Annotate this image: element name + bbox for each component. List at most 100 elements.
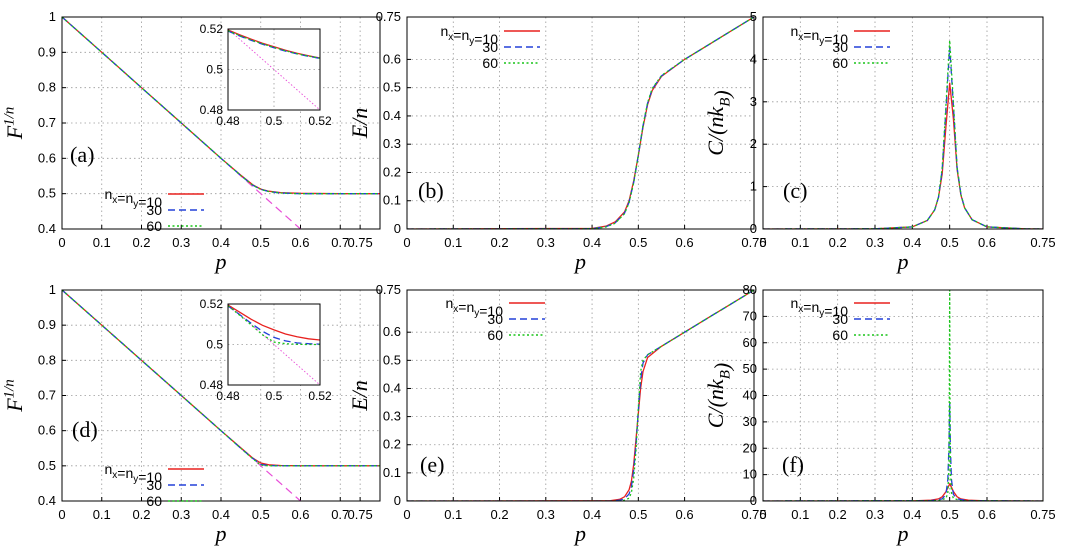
x-tick-label: 0.1 bbox=[93, 235, 111, 250]
inset-y-tick-label: 0.52 bbox=[200, 297, 224, 311]
y-tick-label: 0.3 bbox=[383, 136, 401, 151]
y-tick-label: 0.4 bbox=[383, 380, 401, 395]
legend-label: 30 bbox=[146, 477, 162, 493]
y-tick-label: 0.1 bbox=[383, 193, 401, 208]
y-axis-label: C/(nkB) bbox=[703, 90, 735, 155]
x-tick-label: 0.1 bbox=[93, 507, 111, 522]
x-axis-label: p bbox=[573, 249, 586, 274]
y-tick-label: 0.8 bbox=[38, 352, 56, 367]
y-tick-label: 1 bbox=[750, 179, 757, 194]
x-tick-label: 0.6 bbox=[978, 507, 996, 522]
legend-label: 60 bbox=[482, 55, 498, 71]
x-tick-label: 0 bbox=[58, 235, 65, 250]
x-tick-label: 0.5 bbox=[252, 507, 270, 522]
inset-series-line-1 bbox=[228, 30, 320, 60]
legend-label: 30 bbox=[832, 39, 848, 55]
x-tick-label: 0.6 bbox=[978, 235, 996, 250]
x-tick-label: 0.5 bbox=[629, 235, 647, 250]
x-tick-label: 0.1 bbox=[444, 507, 462, 522]
x-axis-label: p bbox=[573, 521, 586, 546]
y-tick-label: 0.5 bbox=[383, 80, 401, 95]
x-tick-label: 0.4 bbox=[212, 235, 230, 250]
x-tick-label: 0.2 bbox=[132, 507, 150, 522]
panel-a: 0 0.1 0.2 0.3 0.4 0.5 0.6 0.70.750.40.50.60.70.… bbox=[2, 9, 381, 274]
x-tick-label: 0.75 bbox=[741, 235, 766, 250]
x-tick-label: 0.3 bbox=[866, 235, 884, 250]
y-tick-label: 0.5 bbox=[38, 458, 56, 473]
x-tick-label: 0.3 bbox=[866, 507, 884, 522]
inset-x-tick-label: 0.48 bbox=[216, 389, 240, 403]
inset-y-tick-label: 0.52 bbox=[200, 22, 224, 36]
panel-label-c: (c) bbox=[783, 178, 807, 203]
x-tick-label: 0.2 bbox=[490, 507, 508, 522]
inset-y-tick-label: 0.5 bbox=[206, 338, 223, 352]
x-tick-label: 0.6 bbox=[291, 235, 309, 250]
y-tick-label: 4 bbox=[750, 51, 757, 66]
y-tick-label: 0.2 bbox=[383, 164, 401, 179]
y-tick-label: 5 bbox=[750, 9, 757, 24]
y-tick-label: 30 bbox=[743, 414, 757, 429]
y-tick-label: 40 bbox=[743, 388, 757, 403]
y-tick-label: 0.6 bbox=[38, 423, 56, 438]
panel-label-f: (f) bbox=[782, 452, 804, 477]
legend-label: nx=ny=10 bbox=[104, 461, 162, 485]
inset-series-line-1 bbox=[228, 305, 320, 345]
series-group bbox=[407, 17, 754, 229]
series-line-f-1 bbox=[763, 403, 1043, 501]
legend-label: 30 bbox=[482, 39, 498, 55]
series-line-c-2 bbox=[763, 40, 1043, 229]
plot-frame bbox=[406, 289, 755, 502]
y-tick-label: 3 bbox=[750, 94, 757, 109]
y-tick-label: 0.9 bbox=[38, 317, 56, 332]
y-tick-label: 0.6 bbox=[383, 51, 401, 66]
inset-y-tick-label: 0.5 bbox=[206, 63, 223, 77]
inset-y-tick-label: 0.48 bbox=[200, 378, 224, 392]
legend-label: 60 bbox=[832, 327, 848, 343]
y-tick-label: 10 bbox=[743, 467, 757, 482]
panel-label-b: (b) bbox=[418, 178, 444, 203]
x-tick-label: 0 bbox=[403, 507, 410, 522]
legend-label: nx=ny=10 bbox=[790, 23, 848, 47]
y-tick-label: 0.2 bbox=[383, 437, 401, 452]
x-tick-label: 0.5 bbox=[941, 235, 959, 250]
y-tick-label: 0.4 bbox=[38, 493, 56, 508]
panel-label-e: (e) bbox=[420, 452, 444, 477]
legend-label: nx=ny=10 bbox=[104, 186, 162, 210]
y-tick-label: 80 bbox=[743, 282, 757, 297]
x-axis-label: p bbox=[896, 521, 909, 546]
x-tick-label: 0.6 bbox=[676, 235, 694, 250]
series-line-d-1 bbox=[62, 290, 380, 467]
plot-frame bbox=[61, 289, 381, 502]
inset-tangent-line bbox=[228, 29, 320, 110]
y-axis-label: F1/n bbox=[2, 379, 27, 413]
legend-label: 30 bbox=[832, 311, 848, 327]
inset-x-tick-label: 0.52 bbox=[308, 389, 332, 403]
x-tick-label: 0.1 bbox=[444, 235, 462, 250]
y-tick-label: 0.5 bbox=[383, 352, 401, 367]
x-tick-label: 0.1 bbox=[791, 507, 809, 522]
x-tick-label: 0.3 bbox=[172, 507, 190, 522]
y-tick-label: 0.4 bbox=[383, 108, 401, 123]
y-tick-label: 2 bbox=[750, 136, 757, 151]
inset-frame bbox=[227, 303, 321, 386]
y-tick-label: 1 bbox=[49, 9, 56, 24]
y-axis-label: F1/n bbox=[2, 107, 27, 141]
legend-label: 60 bbox=[146, 493, 162, 509]
y-tick-label: 50 bbox=[743, 361, 757, 376]
y-tick-label: 0.5 bbox=[38, 186, 56, 201]
series-line-f-0 bbox=[763, 482, 1043, 501]
inset-series-line-0 bbox=[228, 304, 320, 341]
x-tick-label: 0.3 bbox=[537, 235, 555, 250]
inset-d: 0.48 0.5 0.52 0.48 0.5 0.52 bbox=[200, 297, 332, 403]
y-axis-label: C/(nkB) bbox=[703, 363, 735, 428]
x-tick-label: 0.2 bbox=[829, 507, 847, 522]
y-tick-label: 0 bbox=[750, 221, 757, 236]
legend-label: 60 bbox=[487, 327, 503, 343]
x-tick-label: 0.75 bbox=[1030, 507, 1055, 522]
x-tick-label: 0.75 bbox=[347, 235, 372, 250]
y-tick-label: 0.1 bbox=[383, 465, 401, 480]
